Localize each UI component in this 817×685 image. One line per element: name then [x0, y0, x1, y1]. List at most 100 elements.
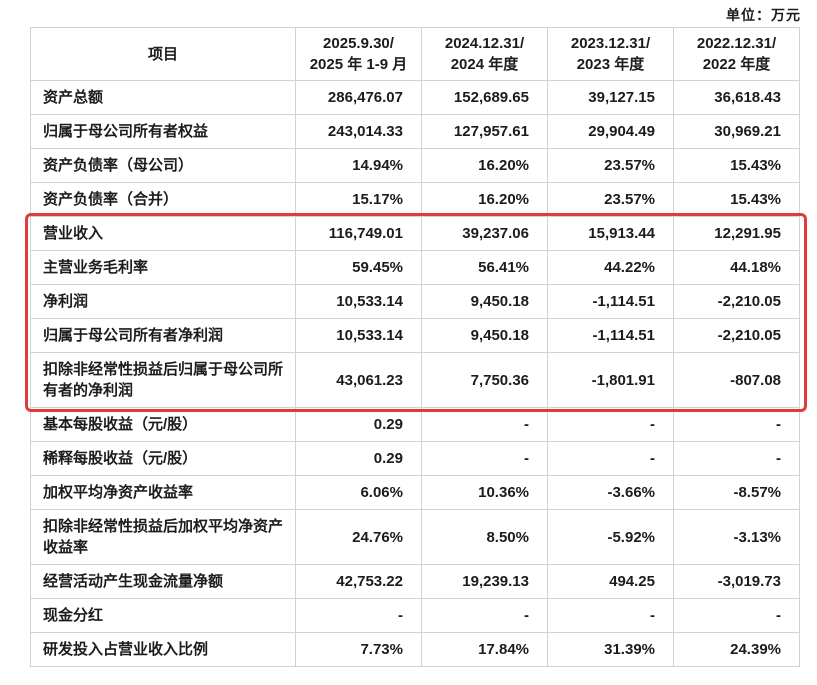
row-value: 36,618.43 — [673, 80, 800, 115]
row-value: 30,969.21 — [673, 114, 800, 149]
row-label: 归属于母公司所有者权益 — [30, 114, 296, 149]
row-label: 稀释每股收益（元/股） — [30, 441, 296, 476]
table-row: 归属于母公司所有者权益 243,014.33 127,957.61 29,904.49… — [30, 114, 800, 149]
table-row: 归属于母公司所有者净利润 10,533.14 9,450.18 -1,114.51 -2… — [30, 318, 800, 353]
row-label: 资产负债率（合并） — [30, 182, 296, 217]
table-row: 研发投入占营业收入比例 7.73% 17.84% 31.39% 24.39% — [30, 632, 800, 667]
financial-summary-table: 项目 2025.9.30/2025 年 1-9 月 2024.12.31/2024 … — [30, 27, 800, 667]
row-label: 经营活动产生现金流量净额 — [30, 564, 296, 599]
row-value: - — [547, 407, 674, 442]
row-value: - — [547, 598, 674, 633]
table-row: 加权平均净资产收益率 6.06% 10.36% -3.66% -8.57% — [30, 475, 800, 510]
row-value: 23.57% — [547, 148, 674, 183]
row-value: 16.20% — [421, 148, 548, 183]
row-value: 6.06% — [295, 475, 422, 510]
row-value: 31.39% — [547, 632, 674, 667]
row-value: -3.13% — [673, 509, 800, 565]
row-value: 9,450.18 — [421, 318, 548, 353]
unit-label: 单位：万元 — [726, 7, 801, 23]
table-header-row: 项目 2025.9.30/2025 年 1-9 月 2024.12.31/2024 … — [30, 27, 800, 81]
row-label: 资产负债率（母公司） — [30, 148, 296, 183]
row-label: 加权平均净资产收益率 — [30, 475, 296, 510]
header-period-3: 2022.12.31/2022 年度 — [673, 27, 800, 81]
table-row: 营业收入 116,749.01 39,237.06 15,913.44 12,291.9… — [30, 216, 800, 251]
row-label: 现金分红 — [30, 598, 296, 633]
row-label: 净利润 — [30, 284, 296, 319]
row-value: 9,450.18 — [421, 284, 548, 319]
row-value: 7.73% — [295, 632, 422, 667]
row-value: - — [673, 441, 800, 476]
row-value: 15.17% — [295, 182, 422, 217]
row-label: 归属于母公司所有者净利润 — [30, 318, 296, 353]
row-label: 研发投入占营业收入比例 — [30, 632, 296, 667]
row-value: - — [673, 407, 800, 442]
table-row: 资产负债率（合并） 15.17% 16.20% 23.57% 15.43% — [30, 182, 800, 217]
header-period-line: 2022.12.31/ — [696, 35, 777, 52]
table-row: 资产总额 286,476.07 152,689.65 39,127.15 36,618.… — [30, 80, 800, 115]
row-value: 23.57% — [547, 182, 674, 217]
row-value: 42,753.22 — [295, 564, 422, 599]
table-row: 扣除非经常性损益后加权平均净资产收益率 24.76% 8.50% -5.92% -3.1… — [30, 509, 800, 565]
header-period-line: 2024 年度 — [450, 56, 519, 73]
row-value: 10,533.14 — [295, 284, 422, 319]
table-row: 基本每股收益（元/股） 0.29- - - — [30, 407, 800, 442]
row-label: 资产总额 — [30, 80, 296, 115]
row-value: 0.29 — [295, 407, 422, 442]
row-value: -1,114.51 — [547, 318, 674, 353]
header-period-0: 2025.9.30/2025 年 1-9 月 — [295, 27, 422, 81]
row-value: 12,291.95 — [673, 216, 800, 251]
table-row: 稀释每股收益（元/股） 0.29- - - — [30, 441, 800, 476]
row-value: 39,127.15 — [547, 80, 674, 115]
header-item-label: 项目 — [30, 27, 296, 81]
row-value: 29,904.49 — [547, 114, 674, 149]
row-value: 14.94% — [295, 148, 422, 183]
row-value: 19,239.13 — [421, 564, 548, 599]
row-value: - — [295, 598, 422, 633]
row-value: 8.50% — [421, 509, 548, 565]
row-value: - — [547, 441, 674, 476]
row-value: 24.76% — [295, 509, 422, 565]
row-value: - — [673, 598, 800, 633]
table-row: 扣除非经常性损益后归属于母公司所有者的净利润 43,061.23 7,750.36-… — [30, 352, 800, 408]
row-value: 494.25 — [547, 564, 674, 599]
table-row: 现金分红 - - - - — [30, 598, 800, 633]
row-label: 扣除非经常性损益后加权平均净资产收益率 — [30, 509, 296, 565]
row-value: 116,749.01 — [295, 216, 422, 251]
row-label: 扣除非经常性损益后归属于母公司所有者的净利润 — [30, 352, 296, 408]
header-period-line: 2023.12.31/ — [570, 35, 651, 52]
table-row: 经营活动产生现金流量净额 42,753.22 19,239.13 494.25 -3,0… — [30, 564, 800, 599]
row-value: 44.22% — [547, 250, 674, 285]
row-value: 7,750.36 — [421, 352, 548, 408]
row-value: -3,019.73 — [673, 564, 800, 599]
row-value: -807.08 — [673, 352, 800, 408]
row-value: 286,476.07 — [295, 80, 422, 115]
table-row: 资产负债率（母公司） 14.94% 16.20% 23.57% 15.43% — [30, 148, 800, 183]
row-value: -1,114.51 — [547, 284, 674, 319]
row-value: 152,689.65 — [421, 80, 548, 115]
header-period-line: 2025.9.30/ — [323, 35, 394, 52]
row-value: 15.43% — [673, 148, 800, 183]
table-row: 净利润 10,533.14 9,450.18 -1,114.51 -2,210.05 — [30, 284, 800, 319]
header-period-line: 2025 年 1-9 月 — [309, 56, 408, 73]
row-value: -2,210.05 — [673, 284, 800, 319]
row-value: 16.20% — [421, 182, 548, 217]
row-value: 44.18% — [673, 250, 800, 285]
row-value: 43,061.23 — [295, 352, 422, 408]
header-period-line: 2024.12.31/ — [444, 35, 525, 52]
row-value: 17.84% — [421, 632, 548, 667]
row-value: 0.29 — [295, 441, 422, 476]
row-value: - — [421, 407, 548, 442]
row-value: -2,210.05 — [673, 318, 800, 353]
row-value: - — [421, 598, 548, 633]
row-value: -1,801.91 — [547, 352, 674, 408]
header-period-line: 2022 年度 — [702, 56, 771, 73]
row-value: 59.45% — [295, 250, 422, 285]
row-value: - — [421, 441, 548, 476]
row-value: 39,237.06 — [421, 216, 548, 251]
header-period-line: 2023 年度 — [576, 56, 645, 73]
row-label: 基本每股收益（元/股） — [30, 407, 296, 442]
table-row: 主营业务毛利率 59.45% 56.41% 44.22% 44.18% — [30, 250, 800, 285]
row-label: 主营业务毛利率 — [30, 250, 296, 285]
row-value: 24.39% — [673, 632, 800, 667]
row-value: 15.43% — [673, 182, 800, 217]
